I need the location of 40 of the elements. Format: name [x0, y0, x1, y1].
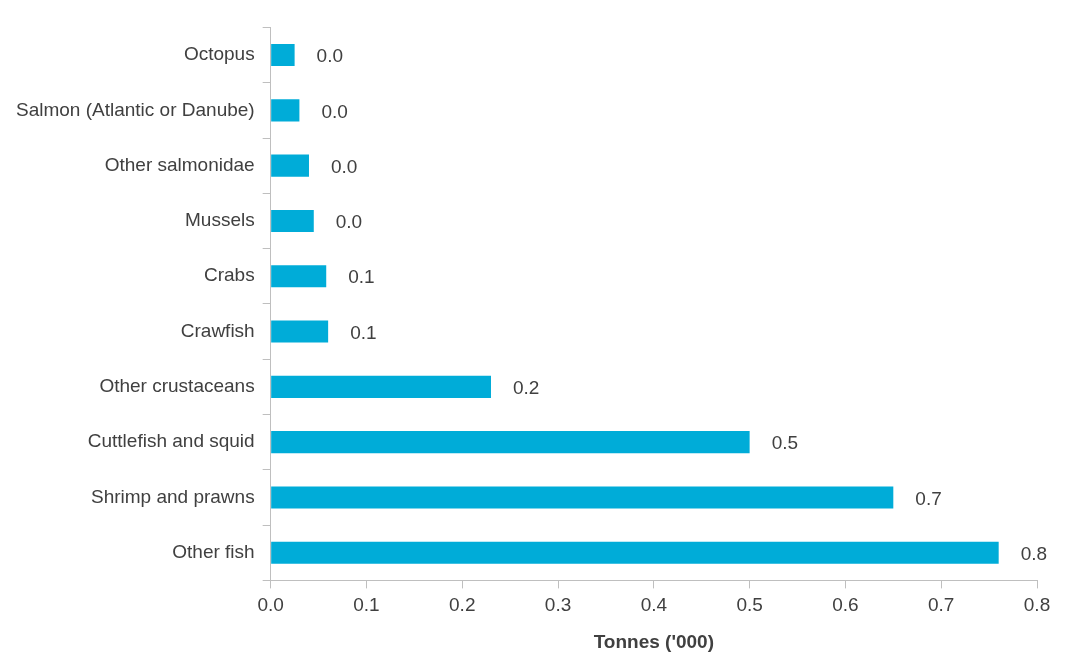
bar — [271, 99, 300, 122]
y-tick-label: Other crustaceans — [99, 375, 255, 397]
y-tick-label: Cuttlefish and squid — [87, 430, 255, 452]
data-label: 0.0 — [321, 100, 348, 122]
y-tick-label: Other salmonidae — [104, 153, 255, 175]
text: 0.2 — [449, 594, 476, 616]
data-label: 0.2 — [512, 377, 540, 399]
y-tick-label: Other fish — [172, 540, 255, 562]
text: 0.3 — [544, 594, 572, 616]
bar — [271, 265, 327, 288]
x-axis-title: Tonnes ('000) — [593, 630, 714, 652]
text: 0.8 — [1023, 594, 1051, 616]
y-tick-label: Shrimp and prawns — [90, 485, 255, 507]
bar — [271, 154, 309, 177]
y-tick-label: Crawfish — [180, 319, 255, 341]
text: 0.0 — [257, 594, 284, 616]
bar — [271, 375, 491, 398]
data-label: 0.0 — [330, 155, 358, 177]
text: 0.1 — [353, 594, 380, 616]
data-label: 0.1 — [350, 321, 377, 343]
bar — [271, 320, 329, 343]
y-tick-label: Mussels — [184, 209, 255, 231]
bar — [271, 541, 999, 564]
text: 0.7 — [928, 594, 955, 616]
text: 0.6 — [832, 594, 859, 616]
text: 0.4 — [640, 594, 668, 616]
y-tick-label: Crabs — [203, 264, 255, 286]
y-tick-label: Salmon (Atlantic or Danube) — [16, 98, 255, 120]
data-label: 0.0 — [316, 45, 344, 67]
bar — [271, 209, 314, 233]
data-label: 0.5 — [771, 432, 799, 454]
y-tick-label: Octopus — [183, 43, 255, 65]
data-label: 0.1 — [348, 266, 375, 288]
text: 0.5 — [736, 594, 763, 616]
bar — [271, 431, 750, 454]
bar — [271, 43, 295, 67]
data-label: 0.8 — [1020, 542, 1048, 564]
data-label: 0.0 — [335, 211, 363, 233]
bar — [271, 486, 894, 509]
data-label: 0.7 — [915, 487, 942, 509]
